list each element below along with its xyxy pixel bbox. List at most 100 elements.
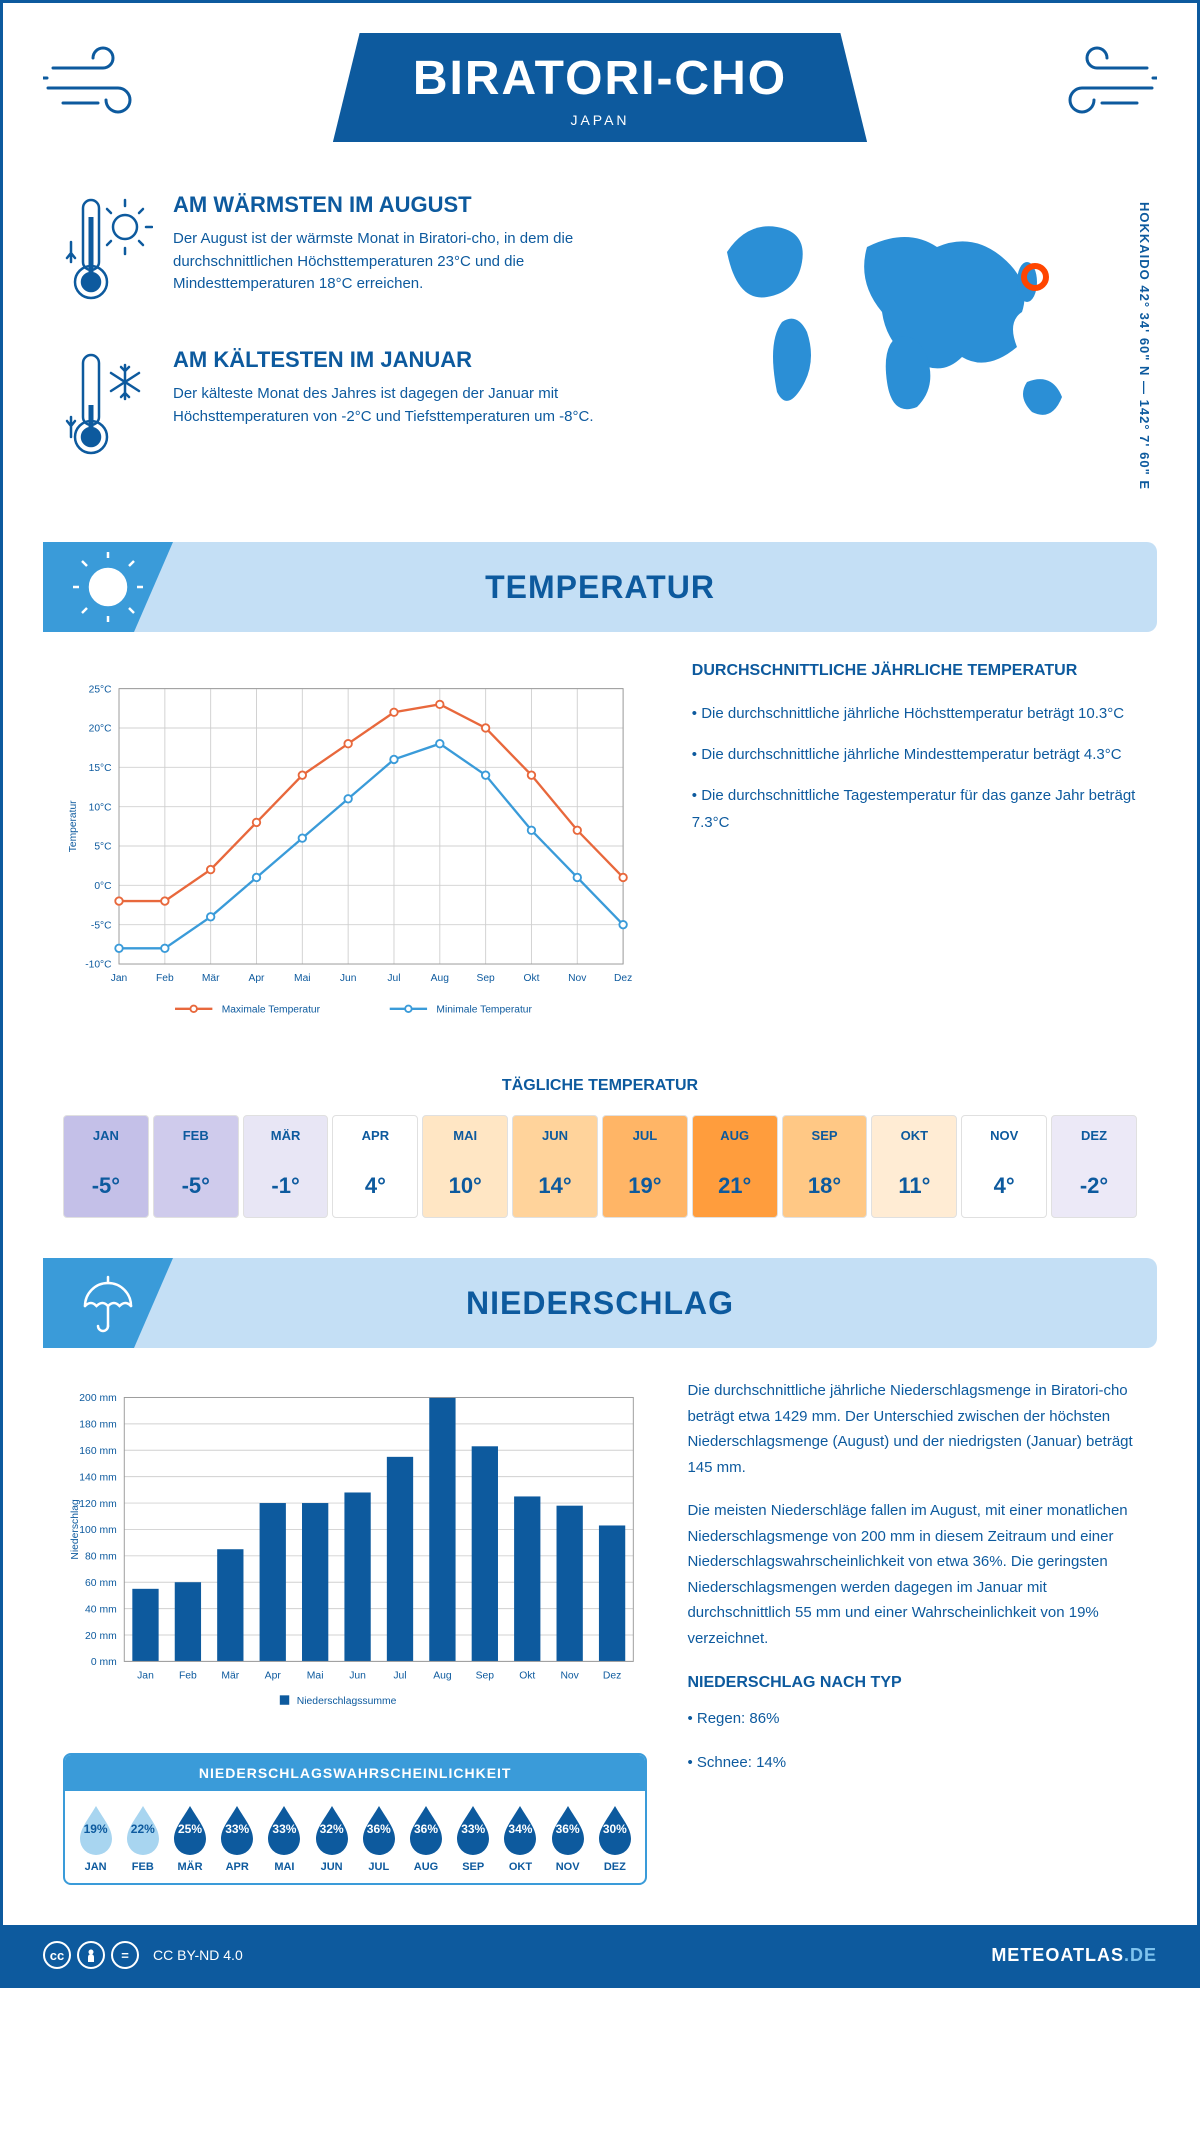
precip-type: • Regen: 86% xyxy=(687,1706,1137,1732)
intro-section: AM WÄRMSTEN IM AUGUST Der August ist der… xyxy=(3,162,1197,542)
temp-cell: OKT 11° xyxy=(871,1115,957,1218)
footer: cc = CC BY-ND 4.0 METEOATLAS.DE xyxy=(3,1925,1197,1985)
svg-text:Jun: Jun xyxy=(349,1670,366,1681)
drop-month: NOV xyxy=(545,1861,590,1873)
map-column: HOKKAIDO 42° 34' 60" N — 142° 7' 60" E xyxy=(697,192,1137,502)
svg-text:20°C: 20°C xyxy=(89,724,113,735)
drop-cell: 32% JUN xyxy=(309,1803,354,1873)
drop-cell: 34% OKT xyxy=(498,1803,543,1873)
drop-cell: 36% AUG xyxy=(403,1803,448,1873)
temp-cell: JUN 14° xyxy=(512,1115,598,1218)
coordinates-label: HOKKAIDO 42° 34' 60" N — 142° 7' 60" E xyxy=(1137,202,1152,490)
precipitation-title: NIEDERSCHLAG xyxy=(466,1285,734,1322)
svg-text:Niederschlagssumme: Niederschlagssumme xyxy=(297,1696,397,1707)
drop-cell: 33% MAI xyxy=(262,1803,307,1873)
svg-text:Sep: Sep xyxy=(477,973,496,984)
temp-cell: JAN -5° xyxy=(63,1115,149,1218)
thermometer-hot-icon xyxy=(63,192,153,317)
raindrop-icon: 22% xyxy=(122,1803,164,1855)
temp-cell: SEP 18° xyxy=(782,1115,868,1218)
temp-cell: MÄR -1° xyxy=(243,1115,329,1218)
drop-cell: 25% MÄR xyxy=(167,1803,212,1873)
temperature-title: TEMPERATUR xyxy=(485,569,715,606)
footer-license: cc = CC BY-ND 4.0 xyxy=(43,1941,243,1969)
svg-text:100 mm: 100 mm xyxy=(79,1525,116,1536)
svg-text:Feb: Feb xyxy=(156,973,174,984)
drop-month: JUL xyxy=(356,1861,401,1873)
svg-text:25°C: 25°C xyxy=(89,684,113,695)
svg-text:Nov: Nov xyxy=(560,1670,579,1681)
temp-cell-month: NOV xyxy=(962,1116,1046,1155)
raindrop-icon: 36% xyxy=(405,1803,447,1855)
raindrop-icon: 33% xyxy=(263,1803,305,1855)
drop-cell: 36% NOV xyxy=(545,1803,590,1873)
footer-site: METEOATLAS.DE xyxy=(991,1945,1157,1966)
svg-text:Apr: Apr xyxy=(249,973,266,984)
cc-icons: cc = xyxy=(43,1941,139,1969)
temp-cell-month: OKT xyxy=(872,1116,956,1155)
temperature-line-chart: -10°C-5°C0°C5°C10°C15°C20°C25°CJanFebMär… xyxy=(63,662,642,1042)
drop-value: 36% xyxy=(367,1822,391,1836)
raindrop-icon: 34% xyxy=(499,1803,541,1855)
umbrella-icon xyxy=(43,1258,173,1348)
cold-title: AM KÄLTESTEN IM JANUAR xyxy=(173,347,657,373)
drop-value: 25% xyxy=(178,1822,202,1836)
svg-text:Niederschlag: Niederschlag xyxy=(70,1499,81,1560)
drop-value: 36% xyxy=(556,1822,580,1836)
drop-cell: 36% JUL xyxy=(356,1803,401,1873)
temperature-section: -10°C-5°C0°C5°C10°C15°C20°C25°CJanFebMär… xyxy=(3,632,1197,1067)
svg-text:40 mm: 40 mm xyxy=(85,1604,117,1615)
svg-text:Mai: Mai xyxy=(294,973,311,984)
temp-cell-month: APR xyxy=(333,1116,417,1155)
svg-text:20 mm: 20 mm xyxy=(85,1631,117,1642)
site-tld: .DE xyxy=(1124,1945,1157,1965)
sun-icon xyxy=(43,542,173,632)
svg-text:0 mm: 0 mm xyxy=(91,1657,117,1668)
probability-box: NIEDERSCHLAGSWAHRSCHEINLICHKEIT 19% JAN … xyxy=(63,1753,647,1885)
drop-cell: 30% DEZ xyxy=(592,1803,637,1873)
temp-cell-value: 10° xyxy=(423,1155,507,1217)
temp-text-title: DURCHSCHNITTLICHE JÄHRLICHE TEMPERATUR xyxy=(692,662,1137,680)
temp-cell: NOV 4° xyxy=(961,1115,1047,1218)
warm-text: Der August ist der wärmste Monat in Bira… xyxy=(173,228,657,296)
svg-text:-10°C: -10°C xyxy=(85,960,112,971)
drop-value: 30% xyxy=(603,1822,627,1836)
temp-cell: APR 4° xyxy=(332,1115,418,1218)
svg-text:Jan: Jan xyxy=(111,973,128,984)
svg-text:Mai: Mai xyxy=(307,1670,324,1681)
precipitation-bar-chart: 0 mm20 mm40 mm60 mm80 mm100 mm120 mm140 … xyxy=(63,1378,647,1728)
temp-cell-month: JUL xyxy=(603,1116,687,1155)
svg-text:Dez: Dez xyxy=(603,1670,621,1681)
temp-cell-month: JAN xyxy=(64,1116,148,1155)
drop-month: JAN xyxy=(73,1861,118,1873)
drop-cell: 19% JAN xyxy=(73,1803,118,1873)
temp-bullet: • Die durchschnittliche jährliche Mindes… xyxy=(692,741,1137,768)
temp-bullet: • Die durchschnittliche jährliche Höchst… xyxy=(692,700,1137,727)
svg-text:Okt: Okt xyxy=(519,1670,535,1681)
precip-para: Die meisten Niederschläge fallen im Augu… xyxy=(687,1498,1137,1651)
drop-value: 33% xyxy=(461,1822,485,1836)
temp-cell: JUL 19° xyxy=(602,1115,688,1218)
temp-cell-month: AUG xyxy=(693,1116,777,1155)
svg-text:Feb: Feb xyxy=(179,1670,197,1681)
svg-text:Minimale Temperatur: Minimale Temperatur xyxy=(436,1005,532,1016)
temperature-chart-container: -10°C-5°C0°C5°C10°C15°C20°C25°CJanFebMär… xyxy=(63,662,642,1047)
thermometer-cold-icon xyxy=(63,347,153,472)
page-container: BIRATORI-CHO JAPAN xyxy=(0,0,1200,1988)
temp-cell-month: DEZ xyxy=(1052,1116,1136,1155)
cc-icon: cc xyxy=(43,1941,71,1969)
svg-text:Nov: Nov xyxy=(568,973,587,984)
svg-text:80 mm: 80 mm xyxy=(85,1552,117,1563)
raindrop-icon: 36% xyxy=(358,1803,400,1855)
temp-cell-month: MÄR xyxy=(244,1116,328,1155)
drop-month: FEB xyxy=(120,1861,165,1873)
license-text: CC BY-ND 4.0 xyxy=(153,1947,243,1963)
temp-cell-value: 11° xyxy=(872,1155,956,1217)
precipitation-left: 0 mm20 mm40 mm60 mm80 mm100 mm120 mm140 … xyxy=(63,1378,647,1885)
page-subtitle: JAPAN xyxy=(413,112,787,128)
svg-text:10°C: 10°C xyxy=(89,802,113,813)
cold-text: Der kälteste Monat des Jahres ist dagege… xyxy=(173,383,657,428)
drop-month: JUN xyxy=(309,1861,354,1873)
temp-cell-value: 4° xyxy=(962,1155,1046,1217)
temp-cell-value: -2° xyxy=(1052,1155,1136,1217)
